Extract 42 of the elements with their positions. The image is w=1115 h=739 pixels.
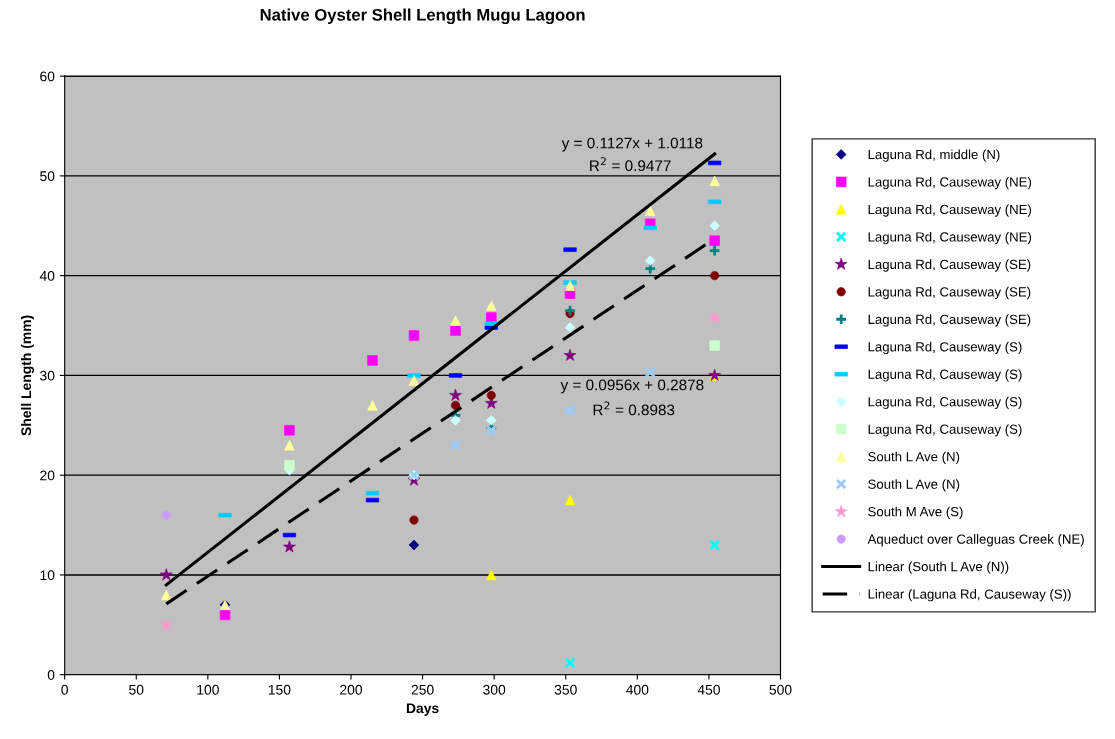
legend-label: Laguna Rd, Causeway (S) [868,341,1022,355]
legend-label: South L Ave (N) [868,479,960,492]
legend-label: Linear (South L Ave (N)) [868,561,1009,574]
y-tick-label: 40 [39,270,55,281]
x-tick-label: 150 [268,684,291,695]
x-tick-label: 50 [129,684,144,695]
x-tick-label: 500 [769,684,792,695]
x-tick-label: 350 [554,684,577,695]
x-tick-label: 450 [697,684,720,695]
y-tick-label: 30 [40,370,55,381]
annotation: R$^{2}$ = 0.8983 [593,401,675,416]
chart-title: Native Oyster Shell Length Mugu Lagoon [260,8,585,25]
legend-label: Laguna Rd, Causeway (SE) [868,259,1031,272]
legend-label: Laguna Rd, Causeway (NE) [868,231,1032,245]
x-axis-title: Days [406,703,439,716]
y-tick-label: 50 [40,171,55,182]
legend-label: Laguna Rd, Causeway (SE) [868,286,1031,300]
legend-label: Laguna Rd, Causeway (S) [868,396,1022,410]
legend-label: Laguna Rd, Causeway (S) [868,424,1022,437]
legend-label: Laguna Rd, Causeway (S) [868,369,1022,382]
x-tick-label: 200 [340,684,363,695]
x-tick-label: 100 [197,684,219,695]
annotation: y = 0.0956x + 0.2878 [560,379,704,394]
legend-label: South M Ave (S) [868,506,963,519]
y-tick-label: 0 [47,670,55,680]
legend-label: Laguna Rd, Causeway (NE) [868,204,1032,217]
legend-label: Laguna Rd, Causeway (NE) [868,176,1032,190]
legend-label: South L Ave (N) [868,451,960,464]
y-tick-label: 60 [40,71,55,82]
legend-label: Aqueduct over Calleguas Creek (NE) [867,534,1084,547]
y-tick-label: 20 [40,470,55,481]
legend-label: Linear (Laguna Rd, Causeway (S)) [868,589,1071,602]
legend-label: Laguna Rd, Causeway (SE) [868,314,1031,327]
annotation: y = 0.1127x + 1.0118 [561,137,703,152]
y-tick-label: 10 [40,570,55,581]
annotation: R$^{2}$ = 0.9477 [590,157,671,172]
x-tick-label: 400 [626,684,649,695]
x-tick-label: 250 [411,684,434,695]
x-tick-label: 300 [483,684,506,695]
x-tick-label: 0 [61,684,68,695]
y-axis-title: Shell Length (mm) [20,315,34,436]
legend-label: Laguna Rd, middle (N) [868,149,1000,162]
